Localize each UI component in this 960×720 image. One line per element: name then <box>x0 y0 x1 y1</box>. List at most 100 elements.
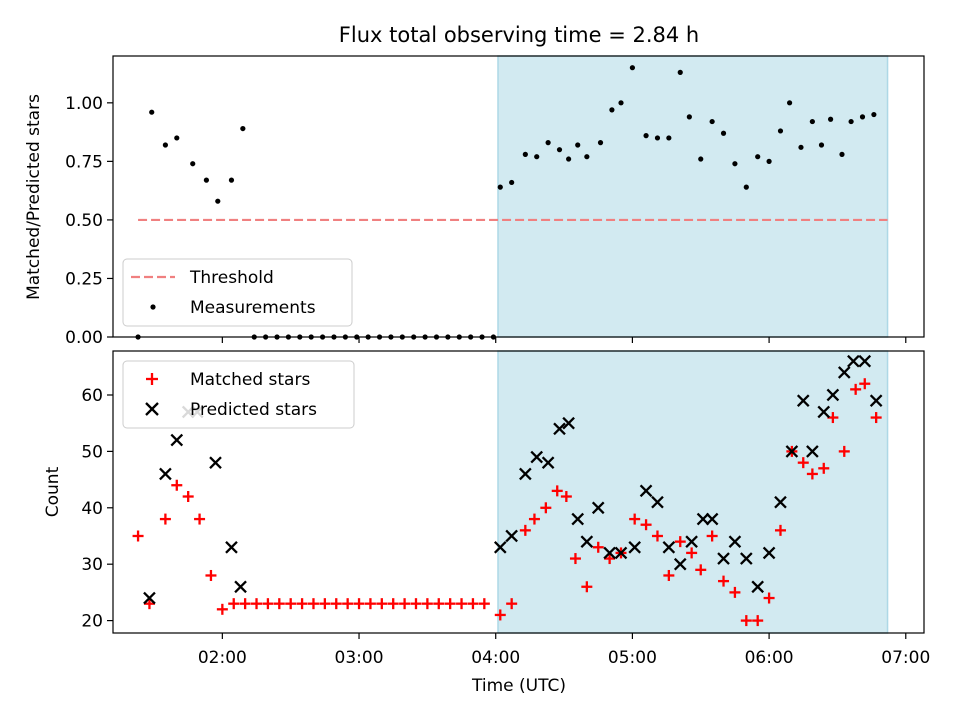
predicted-star-point <box>519 467 532 481</box>
legend-matched-swatch <box>146 373 158 385</box>
matched-star-point <box>143 598 155 610</box>
measurement-point <box>609 107 615 113</box>
predicted-star-point <box>159 467 172 481</box>
bottom-y-ticks: 20 30 40 50 60 <box>81 386 113 632</box>
measurement-point <box>839 151 845 157</box>
measurement-point <box>162 142 168 148</box>
top-legend: Threshold Measurements <box>122 258 353 327</box>
bottom-y-tick-label: 40 <box>81 499 103 519</box>
matched-star-point <box>838 445 850 457</box>
matched-star-point <box>740 615 752 627</box>
measurement-point <box>677 69 683 75</box>
measurement-point <box>698 156 704 162</box>
top-y-ticks: 0.00 0.25 0.50 0.75 1.00 <box>65 94 113 348</box>
x-axis-label: Time (UTC) <box>471 676 566 696</box>
matched-star-point <box>569 553 581 565</box>
matched-star-point <box>629 513 641 525</box>
measurement-point <box>497 184 503 190</box>
measurement-point <box>240 125 246 132</box>
measurement-point <box>720 130 727 136</box>
predicted-star-point <box>728 535 742 548</box>
measurement-point <box>818 142 825 148</box>
matched-star-point <box>194 513 206 525</box>
predicted-star-point <box>209 456 222 469</box>
predicted-star-point <box>739 552 753 565</box>
measurement-point <box>848 118 854 125</box>
predicted-star-point <box>662 540 676 554</box>
matched-star-point <box>686 547 698 559</box>
bottom-panel: 20 30 40 50 60 02:00 03:00 04:00 05:00 06:00 07:0… <box>43 350 930 696</box>
legend-measurement-swatch <box>150 304 156 310</box>
x-tick-label: 03:00 <box>335 648 384 668</box>
matched-star-point <box>651 530 663 542</box>
matched-star-point <box>859 378 871 390</box>
predicted-star-point <box>817 405 831 419</box>
top-x-ticks <box>221 337 907 343</box>
matched-star-point <box>592 541 604 553</box>
matched-star-point <box>763 592 775 604</box>
measurement-point <box>777 128 784 134</box>
x-tick-label: 05:00 <box>608 648 657 668</box>
matched-star-point <box>285 598 297 610</box>
matched-star-point <box>494 609 506 621</box>
matched-star-point <box>506 598 518 610</box>
top-y-tick-label: 1.00 <box>65 94 103 114</box>
matched-star-point <box>307 598 319 610</box>
measurement-point <box>755 154 761 160</box>
predicted-star-point <box>785 445 799 458</box>
matched-star-point <box>421 598 433 610</box>
predicted-star-point <box>170 433 184 447</box>
bottom-y-tick-label: 50 <box>81 442 103 462</box>
bottom-x-ticks: 02:00 03:00 04:00 05:00 06:00 07:00 <box>198 633 930 668</box>
matched-star-point <box>171 479 183 491</box>
matched-star-point <box>850 383 862 395</box>
measurement-point <box>629 65 636 71</box>
predicted-star-point <box>858 354 872 368</box>
measurement-point <box>786 100 793 106</box>
measurement-point <box>809 118 815 125</box>
matched-star-point <box>296 598 308 610</box>
predicted-star-point <box>673 557 687 571</box>
predicted-star-point <box>806 445 819 458</box>
bottom-y-axis-label: Count <box>43 466 63 517</box>
matched-star-point <box>478 598 490 610</box>
top-y-tick-label: 0.75 <box>65 152 103 172</box>
matched-star-point <box>353 598 365 610</box>
bottom-shaded-span <box>497 350 889 634</box>
measurement-point <box>766 158 772 164</box>
predicted-star-point <box>562 416 575 430</box>
measurement-point <box>566 156 572 162</box>
predicted-star-point <box>705 512 719 526</box>
predicted-star-point <box>571 512 585 526</box>
predicted-star-point <box>553 422 566 436</box>
matched-star-point <box>251 598 263 610</box>
predicted-star-point <box>651 495 664 509</box>
measurement-point <box>827 116 834 122</box>
matched-star-point <box>262 598 274 610</box>
measurement-point <box>654 135 661 141</box>
top-legend-box <box>122 258 353 327</box>
predicted-star-point <box>762 546 776 560</box>
matched-star-point <box>797 457 809 469</box>
bottom-axes-frame <box>112 350 925 634</box>
matched-star-point <box>444 598 456 610</box>
matched-star-point <box>364 598 376 610</box>
matched-star-point <box>827 412 839 424</box>
measurement-point <box>215 198 221 204</box>
bottom-y-tick-label: 20 <box>81 612 103 632</box>
top-shaded-span <box>497 55 889 338</box>
measurement-point <box>545 140 551 146</box>
matched-star-point <box>433 598 445 610</box>
measurement-point <box>522 151 528 157</box>
measurement-point <box>597 140 604 146</box>
predicted-star-point <box>505 529 518 543</box>
matched-star-point <box>319 598 331 610</box>
predicted-star-point <box>628 540 641 554</box>
matched-star-point <box>551 485 563 497</box>
measurement-point <box>871 111 877 118</box>
predicted-star-point <box>826 388 840 402</box>
matched-star-point <box>528 513 540 525</box>
top-y-tick-label: 0.50 <box>65 211 103 231</box>
matched-star-point <box>228 598 240 610</box>
measurement-point <box>709 118 715 125</box>
